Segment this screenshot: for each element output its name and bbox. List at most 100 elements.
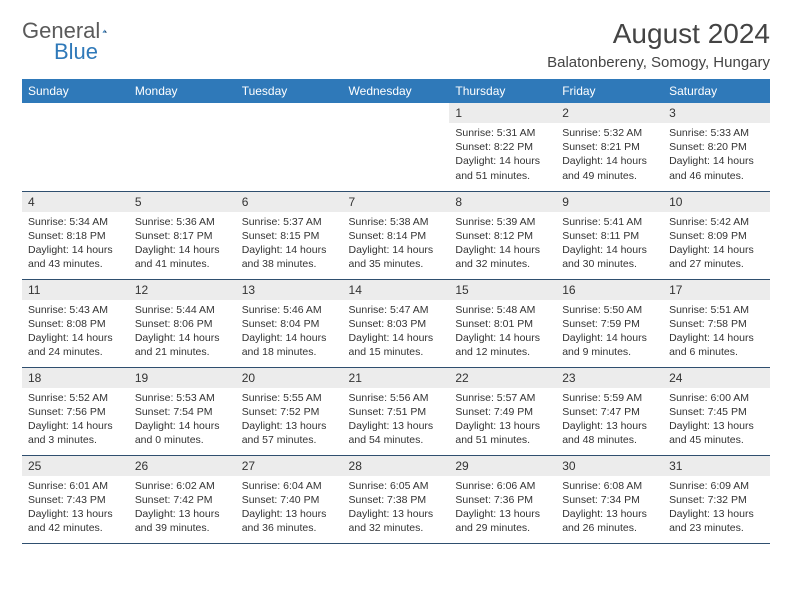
detail-line: Daylight: 14 hours and 49 minutes. <box>562 154 657 182</box>
detail-line: Sunrise: 5:48 AM <box>455 303 550 317</box>
calendar-cell: 2Sunrise: 5:32 AMSunset: 8:21 PMDaylight… <box>556 103 663 191</box>
calendar-cell: 20Sunrise: 5:55 AMSunset: 7:52 PMDayligh… <box>236 367 343 455</box>
day-number: 4 <box>22 192 129 212</box>
detail-line: Sunset: 8:18 PM <box>28 229 123 243</box>
day-details: Sunrise: 5:41 AMSunset: 8:11 PMDaylight:… <box>556 212 663 277</box>
day-number: 30 <box>556 456 663 476</box>
detail-line: Daylight: 14 hours and 9 minutes. <box>562 331 657 359</box>
detail-line: Sunset: 8:21 PM <box>562 140 657 154</box>
day-number: 3 <box>663 103 770 123</box>
detail-line: Sunset: 7:47 PM <box>562 405 657 419</box>
calendar-cell: 27Sunrise: 6:04 AMSunset: 7:40 PMDayligh… <box>236 455 343 543</box>
detail-line: Sunset: 8:03 PM <box>349 317 444 331</box>
calendar-cell: 19Sunrise: 5:53 AMSunset: 7:54 PMDayligh… <box>129 367 236 455</box>
day-header: Tuesday <box>236 79 343 103</box>
day-details: Sunrise: 5:56 AMSunset: 7:51 PMDaylight:… <box>343 388 450 453</box>
day-details: Sunrise: 5:46 AMSunset: 8:04 PMDaylight:… <box>236 300 343 365</box>
detail-line: Sunrise: 5:32 AM <box>562 126 657 140</box>
day-number <box>22 103 129 109</box>
detail-line: Sunset: 8:06 PM <box>135 317 230 331</box>
calendar-cell: 17Sunrise: 5:51 AMSunset: 7:58 PMDayligh… <box>663 279 770 367</box>
detail-line: Daylight: 13 hours and 36 minutes. <box>242 507 337 535</box>
day-details: Sunrise: 5:52 AMSunset: 7:56 PMDaylight:… <box>22 388 129 453</box>
day-details: Sunrise: 6:02 AMSunset: 7:42 PMDaylight:… <box>129 476 236 541</box>
detail-line: Sunset: 8:09 PM <box>669 229 764 243</box>
day-header: Wednesday <box>343 79 450 103</box>
day-number: 21 <box>343 368 450 388</box>
logo-word-2: Blue <box>54 39 792 65</box>
detail-line: Daylight: 14 hours and 15 minutes. <box>349 331 444 359</box>
detail-line: Sunset: 7:51 PM <box>349 405 444 419</box>
calendar-cell: 5Sunrise: 5:36 AMSunset: 8:17 PMDaylight… <box>129 191 236 279</box>
calendar-cell: 3Sunrise: 5:33 AMSunset: 8:20 PMDaylight… <box>663 103 770 191</box>
detail-line: Sunset: 8:01 PM <box>455 317 550 331</box>
day-number: 25 <box>22 456 129 476</box>
detail-line: Daylight: 14 hours and 0 minutes. <box>135 419 230 447</box>
detail-line: Sunrise: 5:59 AM <box>562 391 657 405</box>
detail-line: Daylight: 13 hours and 29 minutes. <box>455 507 550 535</box>
day-number: 8 <box>449 192 556 212</box>
detail-line: Sunset: 7:52 PM <box>242 405 337 419</box>
calendar-cell: 31Sunrise: 6:09 AMSunset: 7:32 PMDayligh… <box>663 455 770 543</box>
detail-line: Sunset: 7:32 PM <box>669 493 764 507</box>
detail-line: Daylight: 14 hours and 3 minutes. <box>28 419 123 447</box>
day-number: 31 <box>663 456 770 476</box>
calendar-header-row: SundayMondayTuesdayWednesdayThursdayFrid… <box>22 79 770 103</box>
calendar-cell: 4Sunrise: 5:34 AMSunset: 8:18 PMDaylight… <box>22 191 129 279</box>
detail-line: Sunrise: 5:39 AM <box>455 215 550 229</box>
day-header: Monday <box>129 79 236 103</box>
detail-line: Daylight: 14 hours and 43 minutes. <box>28 243 123 271</box>
calendar-cell: 8Sunrise: 5:39 AMSunset: 8:12 PMDaylight… <box>449 191 556 279</box>
detail-line: Daylight: 13 hours and 45 minutes. <box>669 419 764 447</box>
detail-line: Sunset: 7:56 PM <box>28 405 123 419</box>
calendar-cell: 9Sunrise: 5:41 AMSunset: 8:11 PMDaylight… <box>556 191 663 279</box>
detail-line: Sunrise: 6:09 AM <box>669 479 764 493</box>
day-details: Sunrise: 6:06 AMSunset: 7:36 PMDaylight:… <box>449 476 556 541</box>
detail-line: Daylight: 13 hours and 32 minutes. <box>349 507 444 535</box>
calendar-week-row: 25Sunrise: 6:01 AMSunset: 7:43 PMDayligh… <box>22 455 770 543</box>
detail-line: Daylight: 14 hours and 12 minutes. <box>455 331 550 359</box>
day-number: 1 <box>449 103 556 123</box>
day-number: 18 <box>22 368 129 388</box>
day-header: Saturday <box>663 79 770 103</box>
day-header: Thursday <box>449 79 556 103</box>
day-number: 28 <box>343 456 450 476</box>
detail-line: Daylight: 14 hours and 46 minutes. <box>669 154 764 182</box>
day-number: 27 <box>236 456 343 476</box>
day-details: Sunrise: 5:50 AMSunset: 7:59 PMDaylight:… <box>556 300 663 365</box>
detail-line: Daylight: 14 hours and 6 minutes. <box>669 331 764 359</box>
calendar-cell: 14Sunrise: 5:47 AMSunset: 8:03 PMDayligh… <box>343 279 450 367</box>
detail-line: Daylight: 13 hours and 42 minutes. <box>28 507 123 535</box>
detail-line: Sunset: 8:15 PM <box>242 229 337 243</box>
detail-line: Sunrise: 6:01 AM <box>28 479 123 493</box>
calendar-table: SundayMondayTuesdayWednesdayThursdayFrid… <box>22 79 770 544</box>
detail-line: Sunrise: 5:53 AM <box>135 391 230 405</box>
calendar-week-row: 1Sunrise: 5:31 AMSunset: 8:22 PMDaylight… <box>22 103 770 191</box>
detail-line: Sunrise: 5:36 AM <box>135 215 230 229</box>
calendar-cell: 24Sunrise: 6:00 AMSunset: 7:45 PMDayligh… <box>663 367 770 455</box>
calendar-week-row: 11Sunrise: 5:43 AMSunset: 8:08 PMDayligh… <box>22 279 770 367</box>
detail-line: Sunrise: 5:50 AM <box>562 303 657 317</box>
detail-line: Sunrise: 6:02 AM <box>135 479 230 493</box>
detail-line: Daylight: 14 hours and 51 minutes. <box>455 154 550 182</box>
calendar-cell: 28Sunrise: 6:05 AMSunset: 7:38 PMDayligh… <box>343 455 450 543</box>
calendar-cell: 6Sunrise: 5:37 AMSunset: 8:15 PMDaylight… <box>236 191 343 279</box>
calendar-cell: 15Sunrise: 5:48 AMSunset: 8:01 PMDayligh… <box>449 279 556 367</box>
detail-line: Sunrise: 5:38 AM <box>349 215 444 229</box>
detail-line: Daylight: 13 hours and 51 minutes. <box>455 419 550 447</box>
day-details: Sunrise: 5:34 AMSunset: 8:18 PMDaylight:… <box>22 212 129 277</box>
day-number: 22 <box>449 368 556 388</box>
calendar-week-row: 4Sunrise: 5:34 AMSunset: 8:18 PMDaylight… <box>22 191 770 279</box>
detail-line: Sunset: 8:11 PM <box>562 229 657 243</box>
day-details: Sunrise: 5:55 AMSunset: 7:52 PMDaylight:… <box>236 388 343 453</box>
detail-line: Sunrise: 5:46 AM <box>242 303 337 317</box>
day-details: Sunrise: 5:39 AMSunset: 8:12 PMDaylight:… <box>449 212 556 277</box>
calendar-cell: 1Sunrise: 5:31 AMSunset: 8:22 PMDaylight… <box>449 103 556 191</box>
calendar-cell <box>22 103 129 191</box>
detail-line: Daylight: 13 hours and 57 minutes. <box>242 419 337 447</box>
logo-sail-icon <box>102 22 107 40</box>
detail-line: Sunset: 7:59 PM <box>562 317 657 331</box>
calendar-cell: 25Sunrise: 6:01 AMSunset: 7:43 PMDayligh… <box>22 455 129 543</box>
day-number: 26 <box>129 456 236 476</box>
calendar-cell: 13Sunrise: 5:46 AMSunset: 8:04 PMDayligh… <box>236 279 343 367</box>
